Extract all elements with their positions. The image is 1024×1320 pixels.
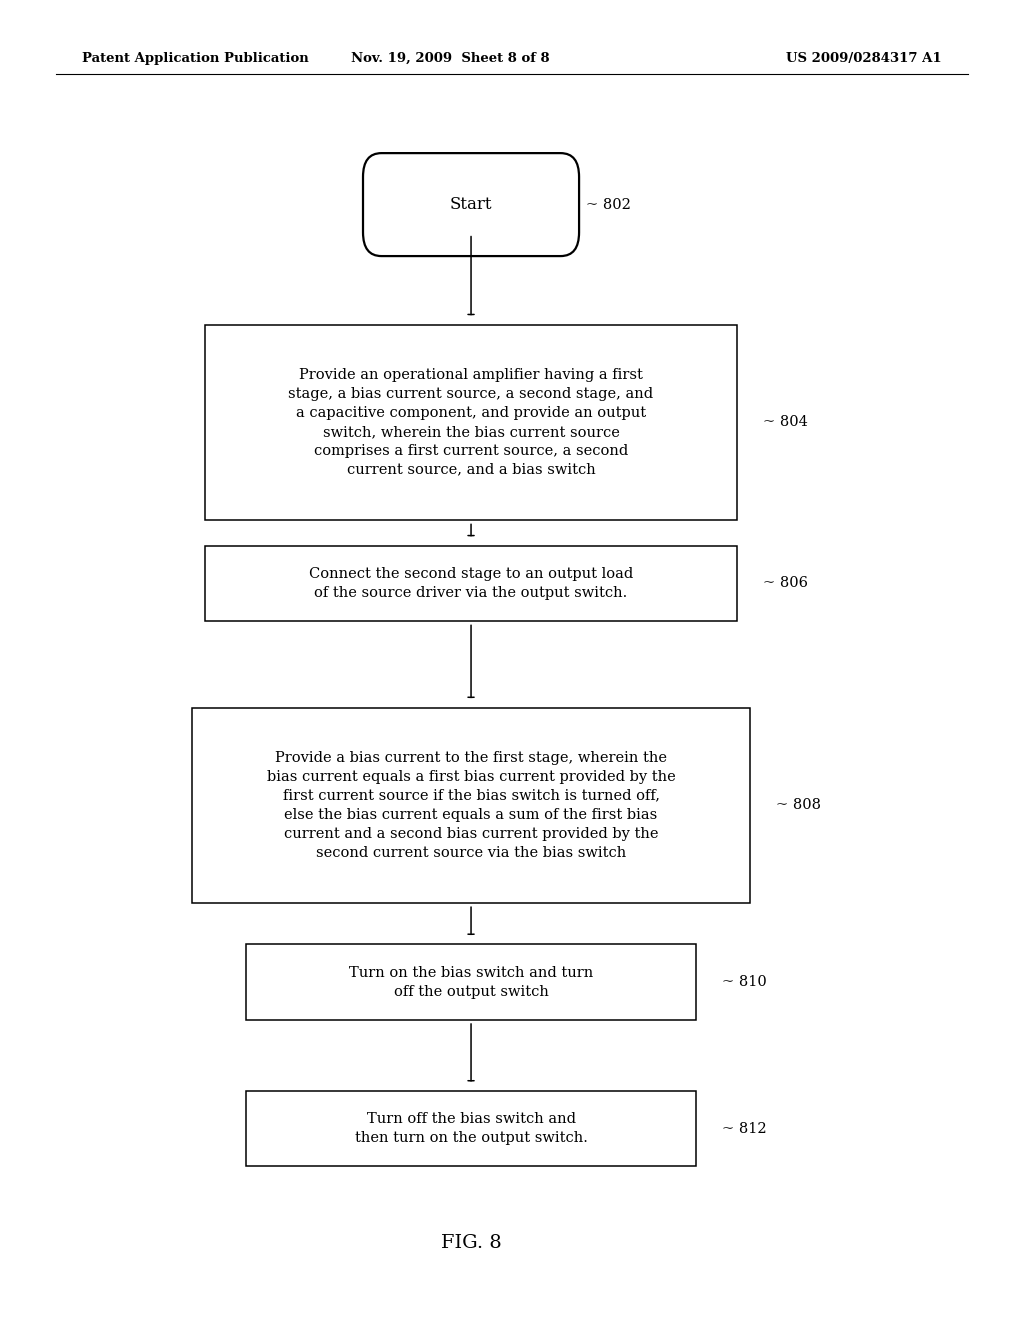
- Bar: [205, 325, 737, 520]
- Text: ~ 808: ~ 808: [776, 799, 820, 812]
- FancyBboxPatch shape: [364, 153, 580, 256]
- Text: Turn on the bias switch and turn
off the output switch: Turn on the bias switch and turn off the…: [349, 966, 593, 998]
- Text: Turn off the bias switch and
then turn on the output switch.: Turn off the bias switch and then turn o…: [354, 1113, 588, 1144]
- Text: ~ 812: ~ 812: [722, 1122, 767, 1135]
- Text: ~ 806: ~ 806: [763, 577, 808, 590]
- Text: Nov. 19, 2009  Sheet 8 of 8: Nov. 19, 2009 Sheet 8 of 8: [351, 51, 550, 65]
- Bar: [193, 708, 750, 903]
- Text: US 2009/0284317 A1: US 2009/0284317 A1: [786, 51, 942, 65]
- Text: Provide a bias current to the first stage, wherein the
bias current equals a fir: Provide a bias current to the first stag…: [266, 751, 676, 859]
- Bar: [246, 1090, 696, 1167]
- Bar: [205, 546, 737, 620]
- Text: Provide an operational amplifier having a first
stage, a bias current source, a : Provide an operational amplifier having …: [289, 368, 653, 477]
- Text: Patent Application Publication: Patent Application Publication: [82, 51, 308, 65]
- Text: ~ 810: ~ 810: [722, 975, 767, 989]
- Text: Start: Start: [450, 197, 493, 213]
- Text: Connect the second stage to an output load
of the source driver via the output s: Connect the second stage to an output lo…: [309, 568, 633, 599]
- Text: ~ 804: ~ 804: [763, 416, 808, 429]
- Bar: [246, 945, 696, 1019]
- Text: FIG. 8: FIG. 8: [440, 1234, 502, 1253]
- Text: ~ 802: ~ 802: [586, 198, 631, 211]
